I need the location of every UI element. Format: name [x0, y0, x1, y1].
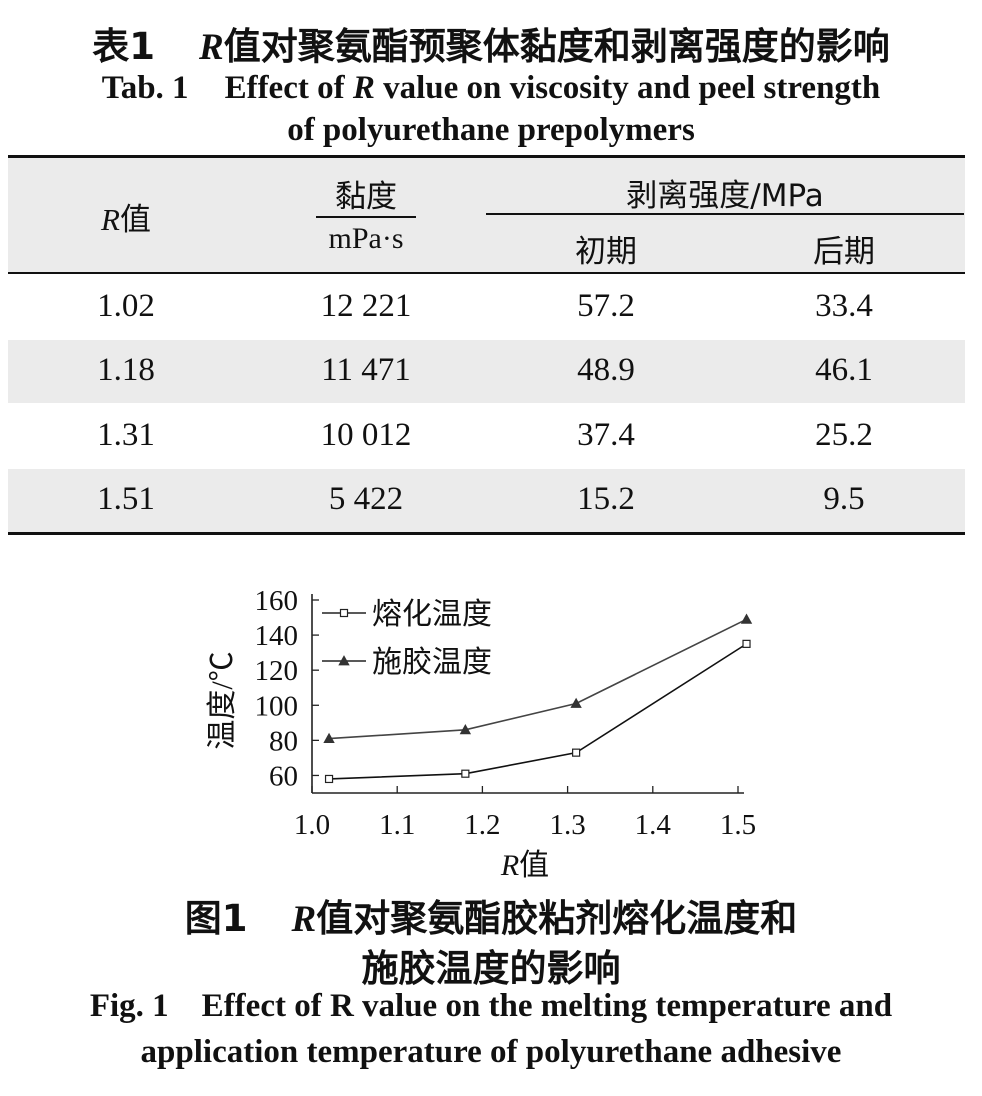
viscosity-fraction-rule — [316, 216, 416, 218]
header-initial: 初期 — [575, 234, 637, 270]
y-tick-label: 80 — [269, 725, 298, 757]
x-axis-label: R值 — [500, 848, 549, 883]
x-tick-label: 1.4 — [635, 809, 672, 841]
table-caption-cn-prefix: 表1 — [92, 25, 156, 68]
series-line — [329, 643, 747, 780]
header-r-value: R值 — [46, 194, 206, 239]
cell-r: 1.18 — [97, 352, 155, 388]
header-viscosity: 黏度 — [335, 179, 397, 215]
legend-label: 施胶温度 — [372, 646, 492, 679]
y-axis-label: 温度/℃ — [206, 651, 239, 749]
x-tick-label: 1.0 — [294, 809, 330, 841]
data-point — [323, 732, 335, 744]
data-point — [459, 724, 472, 735]
legend-label: 熔化温度 — [372, 598, 492, 631]
y-tick-label: 60 — [269, 760, 298, 792]
header-r-suffix: 值 — [119, 202, 151, 238]
cell-initial: 48.9 — [577, 352, 635, 388]
x-tick-label: 1.1 — [379, 809, 415, 841]
cell-later: 25.2 — [815, 417, 873, 453]
cell-initial: 15.2 — [577, 481, 635, 517]
cell-initial: 37.4 — [577, 417, 635, 453]
y-tick-label: 100 — [255, 690, 299, 722]
table-caption-en-line2: of polyurethane prepolymers — [287, 112, 695, 148]
table-caption-en-r: R — [352, 70, 375, 106]
table-bottom-rule — [8, 532, 965, 535]
chart-axes — [311, 594, 744, 794]
chart-labels: R值 温度/℃ — [206, 651, 549, 883]
figure-caption-en-line2: application temperature of polyurethane … — [140, 1034, 842, 1070]
figure-caption-en-line1: Fig. 1 Effect of R value on the melting … — [89, 988, 893, 1024]
table-caption-cn: 表1 R值对聚氨酯预聚体黏度和剥离强度的影响 — [0, 16, 982, 70]
cell-later: 46.1 — [815, 352, 873, 388]
cell-viscosity: 5 422 — [328, 481, 404, 517]
data-point — [740, 613, 753, 624]
cell-viscosity: 10 012 — [320, 417, 412, 453]
table-top-rule — [8, 155, 965, 158]
header-viscosity-unit: mPa·s — [328, 222, 404, 255]
series-line — [328, 618, 747, 740]
table-caption-en-mid: Effect of — [224, 70, 353, 106]
data-point — [570, 697, 582, 708]
cell-viscosity: 11 471 — [321, 352, 411, 388]
cell-r: 1.51 — [97, 481, 155, 517]
figure-caption-cn-prefix: 图1 — [184, 897, 248, 940]
figure-caption-cn-line1: 图1 R值对聚氨酯胶粘剂熔化温度和 — [0, 888, 982, 942]
data-point — [461, 769, 470, 778]
cell-r: 1.02 — [97, 288, 155, 324]
data-point — [572, 748, 581, 757]
header-later: 后期 — [813, 234, 875, 270]
table-row-band-2 — [8, 340, 965, 403]
x-axis-label-r: R — [500, 849, 519, 882]
table-caption-cn-text: 值对聚氨酯预聚体黏度和剥离强度的影响 — [223, 25, 890, 68]
data-point — [742, 639, 751, 648]
cell-initial: 57.2 — [577, 288, 635, 324]
data-point — [338, 655, 350, 666]
table-row-band-4 — [8, 469, 965, 532]
figure-caption-cn-text: 值对聚氨酯胶粘剂熔化温度和 — [316, 897, 798, 940]
table-caption-en-line1: Tab. 1 Effect of R value on viscosity and… — [0, 70, 982, 107]
header-peel-text: 剥离强度/MPa — [626, 178, 824, 214]
figure-caption-cn-line2: 施胶温度的影响 — [361, 947, 621, 990]
y-tick-label: 160 — [255, 585, 299, 617]
x-tick-label: 1.2 — [464, 809, 500, 841]
x-axis-label-suffix: 值 — [519, 848, 549, 883]
table-header-band — [8, 157, 965, 273]
chart-series — [323, 613, 753, 784]
table-caption-cn-r: R — [199, 27, 224, 68]
header-r-symbol: R — [101, 202, 120, 237]
cell-viscosity: 12 221 — [320, 288, 412, 324]
cell-later: 9.5 — [823, 481, 865, 517]
data-point — [324, 774, 334, 784]
table-header-rule — [8, 272, 965, 274]
table-caption-en-prefix: Tab. 1 — [101, 70, 189, 106]
header-peel-strength: 剥离强度/MPa — [486, 170, 964, 215]
cell-r: 1.31 — [97, 417, 155, 453]
figure-caption-cn-r: R — [291, 899, 317, 940]
y-tick-label: 120 — [255, 655, 299, 687]
x-tick-label: 1.3 — [549, 809, 585, 841]
y-tick-label: 140 — [255, 620, 299, 652]
peel-group-rule — [486, 213, 964, 215]
x-tick-label: 1.5 — [720, 809, 756, 841]
cell-later: 33.4 — [815, 288, 873, 324]
data-point — [339, 608, 349, 618]
table-caption-en-rest: value on viscosity and peel strength — [374, 70, 881, 106]
